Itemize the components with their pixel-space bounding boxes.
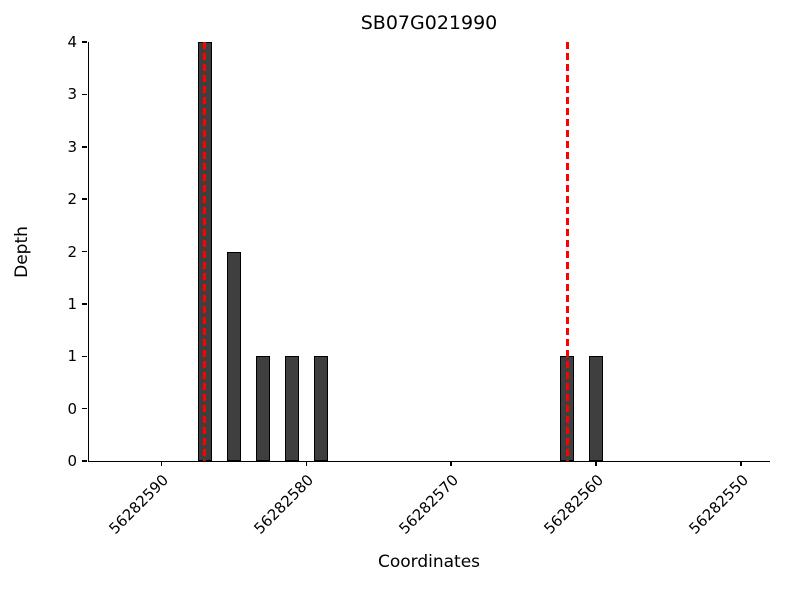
x-tick-mark xyxy=(450,461,452,466)
x-tick-mark xyxy=(595,461,597,466)
x-tick-mark xyxy=(160,461,163,466)
y-tick-label: 0 xyxy=(67,452,77,470)
depth-bar xyxy=(284,356,300,461)
y-tick-mark xyxy=(82,198,87,200)
depth-bar xyxy=(255,356,271,461)
y-tick-label: 3 xyxy=(67,137,77,156)
x-tick-label: 56282560 xyxy=(540,471,607,538)
y-tick-mark xyxy=(82,303,87,305)
y-tick-label: 1 xyxy=(67,347,77,366)
y-tick-mark xyxy=(82,250,87,253)
reference-line xyxy=(565,42,569,461)
depth-bar xyxy=(588,356,604,461)
x-tick-mark xyxy=(740,461,742,466)
y-tick-mark xyxy=(82,41,87,43)
x-tick-label: 56282550 xyxy=(685,471,752,538)
y-tick-mark xyxy=(82,355,87,357)
y-tick-label: 3 xyxy=(67,85,77,104)
y-tick-mark xyxy=(82,146,87,148)
y-tick-label: 4 xyxy=(67,33,77,51)
y-axis-label: Depth xyxy=(12,226,32,278)
y-tick-mark xyxy=(82,407,87,410)
y-tick-mark xyxy=(82,93,87,96)
y-tick-label: 2 xyxy=(67,242,77,261)
y-tick-label: 1 xyxy=(67,294,77,313)
x-tick-label: 56282570 xyxy=(395,471,462,538)
x-axis-label: Coordinates xyxy=(377,552,481,572)
y-tick-mark xyxy=(82,460,87,462)
depth-bar xyxy=(313,356,329,461)
y-tick-label: 0 xyxy=(67,399,77,418)
reference-line xyxy=(203,42,207,461)
depth-bar xyxy=(226,251,242,461)
chart-title: SB07G021990 xyxy=(360,12,498,34)
plot-area: 56282590 56282580 56282570 56282560 56282550… xyxy=(67,33,770,538)
x-tick-label: 56282580 xyxy=(250,471,318,538)
x-tick-mark xyxy=(305,461,308,466)
y-tick-label: 2 xyxy=(67,190,77,209)
x-tick-label: 56282590 xyxy=(105,471,173,538)
